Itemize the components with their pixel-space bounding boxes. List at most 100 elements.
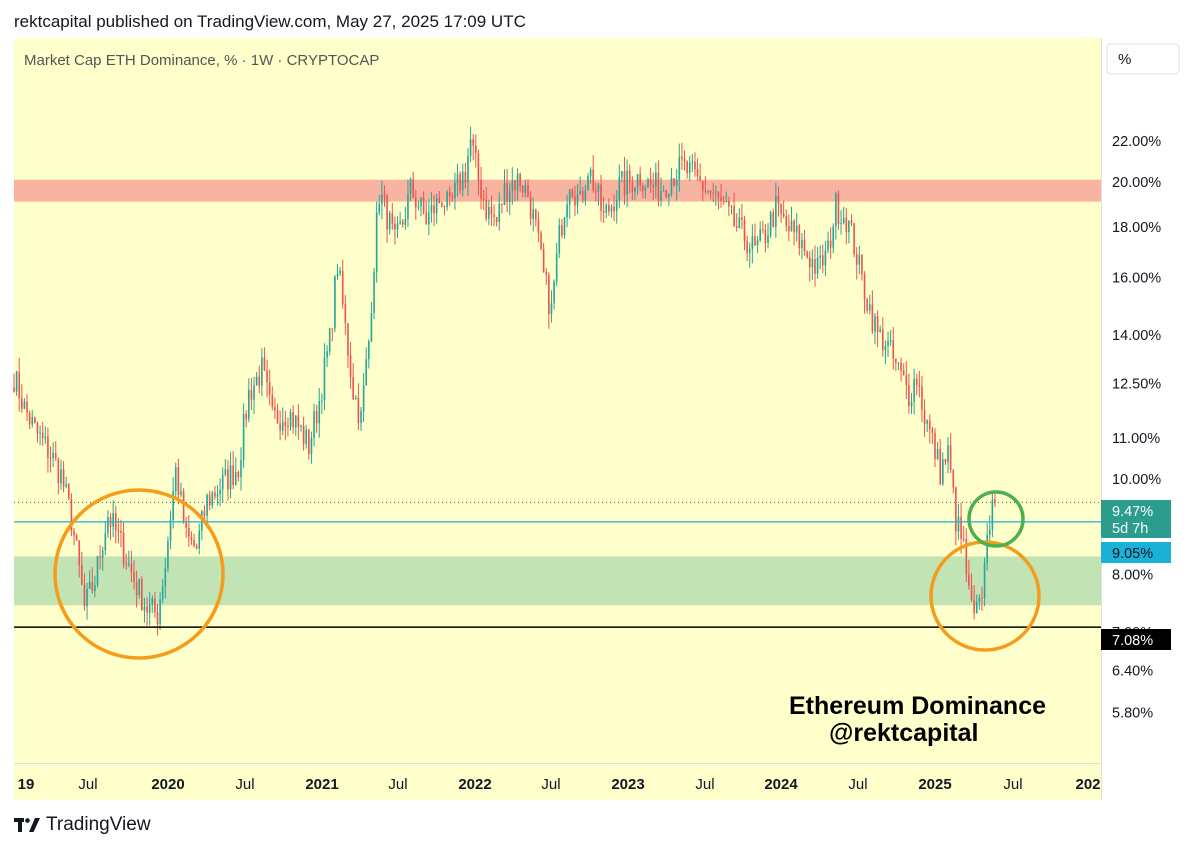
candle [107, 510, 109, 538]
candle [816, 246, 819, 279]
candle [428, 198, 430, 236]
candle [326, 345, 328, 368]
candle [287, 417, 289, 437]
candle [334, 274, 336, 333]
candle [824, 241, 827, 277]
candle [918, 370, 921, 398]
candle [532, 197, 535, 232]
candle [60, 459, 62, 490]
candle [52, 442, 54, 468]
candle [180, 482, 182, 498]
candle [589, 167, 592, 184]
candle [13, 373, 15, 393]
candle [31, 410, 34, 428]
candle [722, 195, 725, 205]
candle [665, 189, 668, 199]
candle [143, 597, 146, 623]
candle [529, 191, 532, 226]
candle [835, 191, 837, 240]
candle [47, 427, 49, 473]
tradingview-logo[interactable]: TradingView [14, 814, 151, 836]
x-tick-label: 202 [1075, 776, 1100, 793]
candle [375, 201, 378, 283]
candle [412, 171, 414, 199]
candle [151, 595, 154, 614]
candle [365, 347, 368, 386]
candle [704, 176, 707, 195]
candle [261, 348, 263, 397]
tradingview-logo-text: TradingView [46, 814, 151, 835]
candle [373, 268, 375, 320]
candle [615, 190, 618, 224]
candle [232, 451, 234, 490]
candle [148, 591, 151, 626]
candle [388, 210, 391, 235]
candle [767, 223, 769, 249]
candle [748, 242, 751, 268]
candle [821, 244, 824, 274]
candle [975, 594, 978, 614]
candle [720, 183, 722, 208]
candle [561, 219, 563, 239]
candle [602, 196, 605, 223]
candle [18, 357, 21, 412]
candle [905, 361, 908, 399]
candle [662, 185, 665, 192]
candle [185, 516, 188, 538]
candle [490, 195, 493, 227]
candle [323, 343, 326, 411]
scale-label-box[interactable] [1106, 43, 1180, 75]
candle [104, 521, 107, 556]
x-tick-label: Jul [78, 776, 97, 793]
candle [715, 185, 717, 206]
candle [245, 410, 248, 428]
candle [161, 579, 164, 604]
candle [263, 347, 266, 371]
candle [793, 218, 795, 246]
candle [49, 446, 52, 473]
candle [568, 189, 571, 219]
candle [587, 173, 589, 191]
candle [780, 203, 782, 223]
candle [631, 176, 634, 200]
x-tick-label: 19 [18, 776, 35, 793]
candle [362, 373, 365, 422]
candle [965, 528, 968, 583]
candle [198, 523, 201, 555]
candle [331, 328, 334, 342]
candle [328, 327, 331, 356]
x-tick-label: Jul [848, 776, 867, 793]
candle [845, 207, 848, 245]
candle [99, 545, 101, 570]
candle [678, 143, 681, 192]
candle [874, 312, 876, 345]
candle [378, 194, 381, 216]
candle [882, 317, 884, 357]
green-circle-current [967, 490, 1025, 548]
candle [981, 586, 983, 611]
candle [571, 188, 574, 199]
candle [401, 218, 404, 228]
y-tick-label: 11.00% [1112, 431, 1160, 447]
candle [425, 200, 428, 225]
candle [506, 169, 508, 213]
candle [302, 416, 305, 451]
x-tick-label: 2023 [611, 776, 644, 793]
candle [101, 546, 104, 571]
candle [759, 221, 761, 242]
candle [519, 172, 521, 193]
candle [57, 457, 60, 495]
candle [433, 195, 435, 227]
candle [649, 167, 652, 194]
candle [91, 567, 94, 594]
x-tick-label: Jul [1003, 776, 1022, 793]
candle [863, 271, 866, 314]
candle [819, 245, 822, 270]
candle [808, 250, 811, 282]
candle [383, 185, 386, 207]
candle [728, 196, 730, 217]
candle [477, 149, 480, 195]
candle [696, 158, 699, 182]
candle [660, 177, 662, 207]
